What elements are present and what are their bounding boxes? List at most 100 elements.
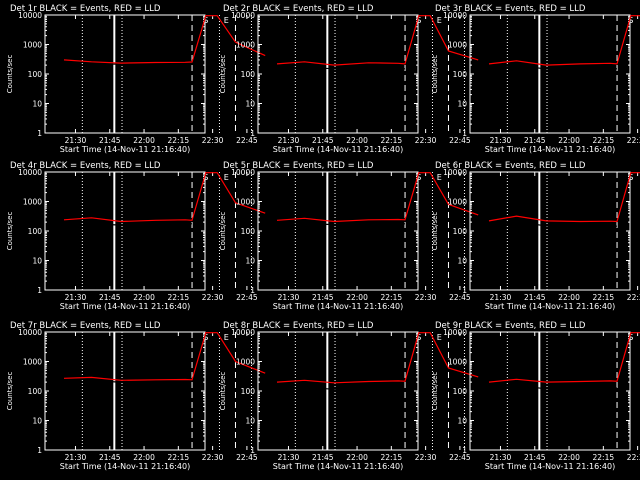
x-tick-label: 21:30 bbox=[490, 453, 512, 462]
x-axis-title: Start Time (14-Nov-11 21:16:40) bbox=[60, 462, 190, 471]
y-tick-label: 1000 bbox=[236, 41, 255, 50]
y-tick-label: 10000 bbox=[231, 11, 255, 20]
y-tick-label: 1 bbox=[462, 286, 467, 295]
y-tick-label: 100 bbox=[453, 387, 468, 396]
marker-s: S bbox=[203, 173, 208, 182]
y-tick-label: 100 bbox=[241, 227, 256, 236]
y-tick-label: 1 bbox=[250, 129, 255, 138]
y-axis-title: Counts/sec bbox=[219, 55, 227, 94]
marker-s: S bbox=[628, 333, 633, 342]
marker-e: E bbox=[224, 16, 229, 25]
x-tick-label: 21:30 bbox=[65, 136, 87, 145]
series-lld-line bbox=[488, 172, 640, 223]
y-tick-label: 10 bbox=[457, 100, 467, 109]
x-tick-label: 22:15 bbox=[381, 453, 403, 462]
x-tick-label: 22:30 bbox=[202, 453, 224, 462]
x-tick-label: 21:45 bbox=[99, 293, 121, 302]
x-tick-label: 22:30 bbox=[415, 453, 437, 462]
x-tick-label: 22:15 bbox=[593, 453, 615, 462]
x-tick-label: 22:45 bbox=[236, 453, 258, 462]
x-tick-label: 22:00 bbox=[346, 453, 368, 462]
x-tick-label: 22:30 bbox=[627, 453, 640, 462]
y-axis-title: Counts/sec bbox=[431, 372, 439, 411]
y-tick-label: 100 bbox=[28, 70, 43, 79]
x-tick-label: 22:15 bbox=[168, 453, 190, 462]
y-tick-label: 1 bbox=[250, 286, 255, 295]
chart-title: Det 8r BLACK = Events, RED = LLD bbox=[223, 321, 374, 331]
y-tick-label: 10000 bbox=[18, 328, 42, 337]
x-tick-label: 21:45 bbox=[312, 453, 334, 462]
y-tick-label: 10 bbox=[245, 257, 255, 266]
x-axis-title: Start Time (14-Nov-11 21:16:40) bbox=[485, 302, 615, 311]
panel-9: Det 9r BLACK = Events, RED = LLD 1 10 100 10… bbox=[431, 321, 640, 471]
marker-s: S bbox=[628, 16, 633, 25]
x-axis-title: Start Time (14-Nov-11 21:16:40) bbox=[273, 462, 403, 471]
marker-s: S bbox=[203, 16, 208, 25]
x-tick-label: 21:45 bbox=[524, 453, 546, 462]
x-tick-label: 21:45 bbox=[312, 293, 334, 302]
series-lld-line bbox=[63, 15, 266, 64]
series-lld-line bbox=[276, 172, 479, 223]
chart-title: Det 5r BLACK = Events, RED = LLD bbox=[223, 161, 374, 171]
x-tick-label: 21:30 bbox=[65, 453, 87, 462]
y-tick-label: 10000 bbox=[18, 11, 42, 20]
marker-s: S bbox=[203, 333, 208, 342]
y-tick-label: 10 bbox=[245, 100, 255, 109]
series-lld-line bbox=[488, 332, 640, 383]
y-tick-label: 100 bbox=[28, 387, 43, 396]
plot-frame bbox=[257, 171, 419, 291]
series-lld-line bbox=[276, 15, 479, 66]
series-events-line bbox=[276, 66, 406, 73]
y-tick-label: 10 bbox=[245, 417, 255, 426]
y-axis-title: Counts/sec bbox=[6, 372, 14, 411]
y-axis-title: Counts/sec bbox=[6, 212, 14, 251]
y-tick-label: 1 bbox=[462, 129, 467, 138]
marker-e: E bbox=[224, 333, 229, 342]
x-tick-label: 21:30 bbox=[278, 136, 300, 145]
y-tick-label: 1000 bbox=[448, 198, 467, 207]
x-tick-label: 21:30 bbox=[490, 136, 512, 145]
x-tick-label: 22:15 bbox=[168, 293, 190, 302]
series-events-line bbox=[488, 385, 618, 390]
y-tick-label: 10 bbox=[32, 417, 42, 426]
x-tick-label: 22:45 bbox=[236, 136, 258, 145]
x-axis-title: Start Time (14-Nov-11 21:16:40) bbox=[60, 302, 190, 311]
x-tick-label: 21:45 bbox=[312, 136, 334, 145]
x-axis-title: Start Time (14-Nov-11 21:16:40) bbox=[273, 145, 403, 154]
y-tick-label: 10 bbox=[457, 417, 467, 426]
x-tick-label: 22:00 bbox=[346, 136, 368, 145]
x-tick-label: 22:30 bbox=[415, 293, 437, 302]
plot-frame bbox=[257, 14, 419, 134]
x-axis-title: Start Time (14-Nov-11 21:16:40) bbox=[485, 462, 615, 471]
x-tick-label: 22:15 bbox=[593, 136, 615, 145]
plot-frame bbox=[469, 14, 631, 134]
x-tick-label: 21:45 bbox=[99, 453, 121, 462]
marker-s: S bbox=[628, 173, 633, 182]
y-tick-label: 1 bbox=[37, 286, 42, 295]
panel-2: Det 2r BLACK = Events, RED = LLD 1 10 100 10… bbox=[219, 4, 479, 154]
marker-s: S bbox=[416, 16, 421, 25]
y-tick-label: 10000 bbox=[443, 328, 467, 337]
plot-frame bbox=[257, 331, 419, 451]
panel-8: Det 8r BLACK = Events, RED = LLD 1 10 100 10… bbox=[219, 321, 479, 471]
series-events-line bbox=[63, 222, 193, 227]
x-tick-label: 21:30 bbox=[278, 453, 300, 462]
y-tick-label: 1000 bbox=[236, 358, 255, 367]
x-tick-label: 22:00 bbox=[346, 293, 368, 302]
chart-title: Det 1r BLACK = Events, RED = LLD bbox=[10, 4, 161, 14]
x-tick-label: 22:00 bbox=[133, 136, 155, 145]
series-events-line bbox=[488, 221, 618, 228]
y-tick-label: 1 bbox=[462, 446, 467, 455]
x-tick-label: 22:45 bbox=[449, 293, 471, 302]
panel-6: Det 6r BLACK = Events, RED = LLD 1 10 100 10… bbox=[431, 161, 640, 311]
x-tick-label: 22:00 bbox=[558, 453, 580, 462]
x-axis-title: Start Time (14-Nov-11 21:16:40) bbox=[273, 302, 403, 311]
y-tick-label: 100 bbox=[453, 70, 468, 79]
x-tick-label: 21:30 bbox=[65, 293, 87, 302]
y-tick-label: 10000 bbox=[18, 168, 42, 177]
x-tick-label: 22:00 bbox=[133, 293, 155, 302]
series-lld-line bbox=[488, 15, 640, 66]
y-tick-label: 1000 bbox=[23, 198, 42, 207]
y-tick-label: 1 bbox=[250, 446, 255, 455]
marker-e: E bbox=[437, 333, 442, 342]
